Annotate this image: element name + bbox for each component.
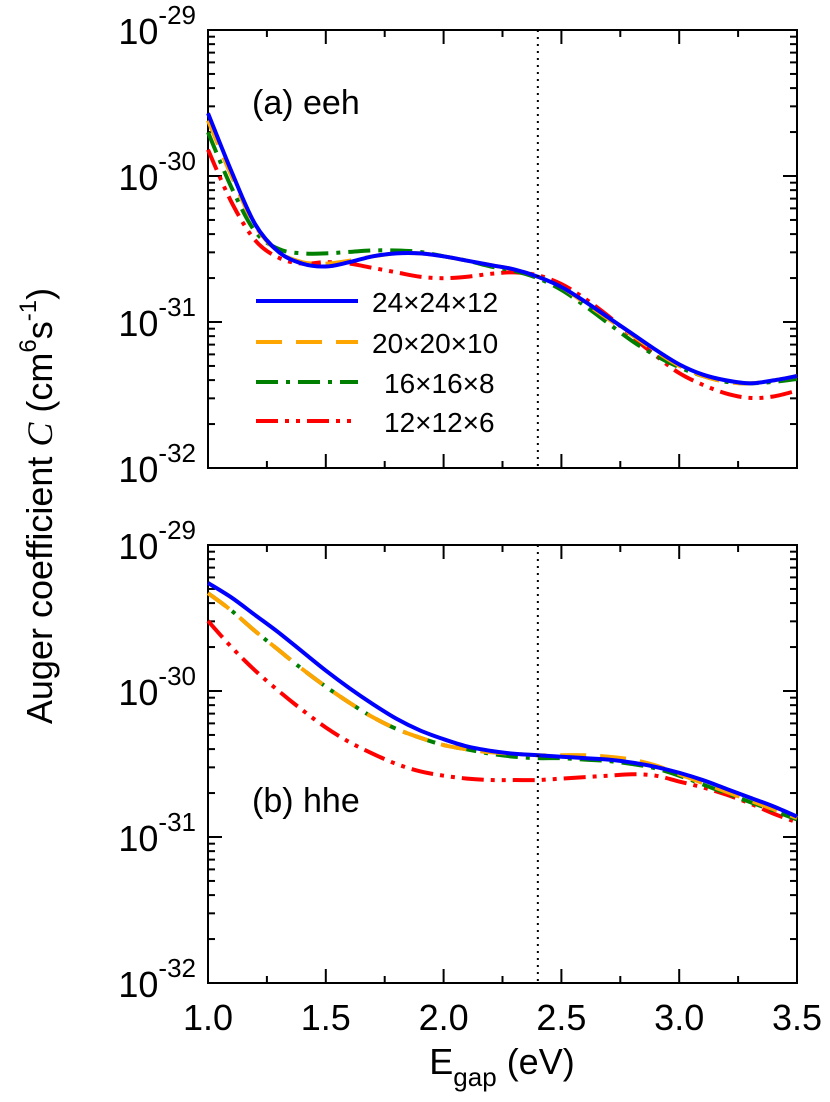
x-tick-label: 1.0 — [183, 997, 233, 1038]
x-tick-label: 3.5 — [772, 997, 822, 1038]
x-tick-label: 2.5 — [536, 997, 586, 1038]
x-tick-label: 1.5 — [301, 997, 351, 1038]
y-tick-label: 10-32 — [118, 953, 196, 1005]
y-tick-label: 10-29 — [118, 0, 196, 52]
panel-b-frame — [207, 544, 798, 984]
y-tick-label: 10-30 — [118, 661, 196, 713]
x-axis-label: Egap (eV) — [429, 1041, 574, 1092]
y-axis-label-symbol: C — [20, 422, 60, 447]
legend-entry-0: 24×24×12 — [372, 287, 498, 318]
legend: 24×24×12 20×20×10 16×16×8 12×12×6 — [256, 287, 498, 438]
panel-b-label: (b) hhe — [252, 782, 360, 820]
x-axis-label-main: E — [429, 1041, 453, 1082]
panel-b-series — [206, 581, 798, 825]
y-axis-label-prefix: Auger coefficient — [19, 447, 60, 725]
y-tick-label: 10-32 — [118, 438, 196, 490]
x-tick-label: 2.0 — [419, 997, 469, 1038]
legend-entry-2: 16×16×8 — [384, 368, 495, 399]
series-line-16×16×8 — [206, 591, 798, 822]
x-axis-label-rest: (eV) — [497, 1041, 575, 1082]
panel-a-label: (a) eeh — [252, 84, 360, 122]
x-tick-labels: 1.0 1.5 2.0 2.5 3.0 3.5 — [183, 997, 822, 1038]
y-tick-label: 10-30 — [118, 146, 196, 198]
legend-entry-1: 20×20×10 — [372, 328, 498, 359]
y-tick-label: 10-31 — [118, 807, 196, 859]
y-axis-label-open: (cm — [19, 353, 60, 423]
series-line-12×12×6 — [206, 148, 798, 401]
panel-b-y-tick-labels: 10-29 10-30 10-31 10-32 — [118, 515, 196, 1005]
series-line-16×16×8 — [206, 131, 798, 386]
panel-a-series — [206, 112, 798, 401]
y-axis-label-mid: s — [19, 321, 60, 339]
series-line-12×12×6 — [206, 619, 798, 825]
y-axis-label-sup2: -1 — [15, 300, 42, 321]
panel-a: (a) eeh 10-29 10-30 10-31 10-32 24×24×12 20… — [118, 0, 798, 490]
x-axis-label-sub: gap — [453, 1062, 496, 1092]
y-tick-label: 10-31 — [118, 292, 196, 344]
y-axis-label: Auger coefficient C (cm6s-1) — [15, 288, 60, 724]
panel-a-ticks — [207, 30, 798, 469]
legend-entry-3: 12×12×6 — [384, 407, 495, 438]
panel-b-ticks — [207, 545, 798, 984]
x-tick-label: 3.0 — [654, 997, 704, 1038]
y-axis-label-close: ) — [19, 288, 60, 300]
y-tick-label: 10-29 — [118, 515, 196, 567]
panel-b: (b) hhe 10-29 10-30 10-31 10-32 — [118, 515, 798, 1005]
panel-a-y-tick-labels: 10-29 10-30 10-31 10-32 — [118, 0, 196, 490]
y-axis-label-sup1: 6 — [15, 339, 42, 352]
series-line-24×24×12 — [206, 581, 798, 819]
series-line-24×24×12 — [206, 112, 798, 386]
